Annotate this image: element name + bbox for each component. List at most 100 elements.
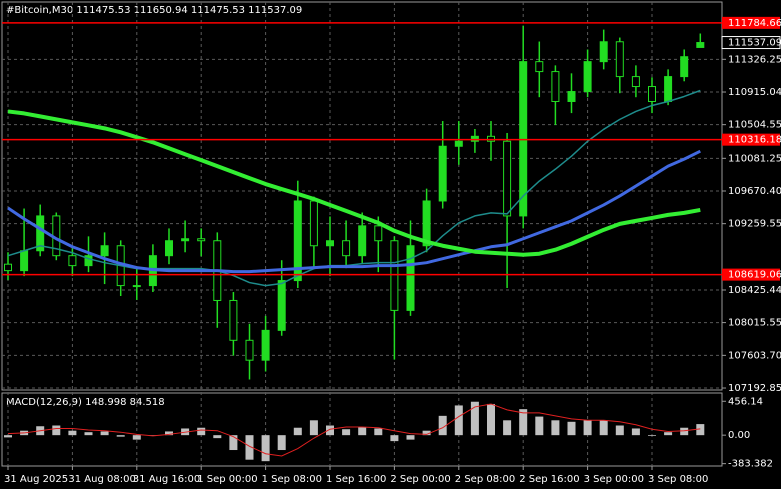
- macd-bar: [229, 435, 238, 451]
- macd-bar: [261, 435, 270, 462]
- candle-body: [615, 41, 624, 78]
- candle-body: [519, 61, 528, 217]
- candle-body: [342, 240, 351, 257]
- moving-average: [7, 149, 701, 274]
- level-label: 111784.66: [728, 18, 781, 29]
- x-tick-label: 31 Aug 2025: [4, 474, 68, 485]
- level-label: 108619.06: [728, 270, 781, 281]
- macd-bar: [696, 424, 705, 436]
- candle-body: [631, 76, 640, 88]
- x-tick-label: 1 Sep 08:00: [262, 474, 322, 485]
- macd-bar: [503, 420, 512, 436]
- x-tick-label: 3 Sep 00:00: [584, 474, 644, 485]
- candle-body: [422, 200, 431, 247]
- macd-bar: [519, 409, 528, 436]
- x-tick-label: 2 Sep 08:00: [455, 474, 515, 485]
- macd-bar: [422, 430, 431, 436]
- macd-bar: [84, 432, 93, 436]
- x-tick-label: 1 Sep 16:00: [326, 474, 386, 485]
- macd-bar: [680, 427, 689, 436]
- y-tick-label: 456.14: [728, 396, 763, 407]
- x-tick-label: 1 Sep 00:00: [197, 474, 257, 485]
- macd-bar: [197, 427, 206, 436]
- macd-bar: [342, 429, 351, 436]
- macd-signal: [7, 403, 701, 457]
- macd-panel-frame: [1, 392, 723, 467]
- macd-bar: [68, 430, 77, 436]
- candle-body: [4, 263, 12, 272]
- candle-body: [261, 329, 270, 361]
- y-tick-label: 110081.25: [728, 153, 781, 164]
- y-tick-label: 0.00: [728, 430, 750, 441]
- candle-body: [245, 339, 254, 361]
- macd-bar: [631, 428, 640, 436]
- y-tick-label: 109259.55: [728, 219, 781, 230]
- level-label-box: [722, 16, 780, 29]
- macd-bar: [551, 420, 560, 436]
- candle-body: [503, 140, 512, 217]
- y-tick-label: 108015.55: [728, 318, 781, 329]
- macd-bar: [567, 421, 576, 436]
- y-tick-label: 108425.44: [728, 285, 781, 296]
- candle-body: [20, 250, 29, 272]
- macd-bar: [648, 435, 656, 436]
- y-tick-label: -383.382: [728, 459, 773, 470]
- macd-title: MACD(12,26,9) 148.998 84.518: [6, 397, 165, 408]
- macd-bar: [599, 420, 608, 436]
- candle-body: [100, 245, 109, 257]
- candle-body: [326, 240, 334, 247]
- candle-body: [374, 225, 383, 242]
- candle-body: [277, 280, 286, 331]
- y-tick-label: 109670.40: [728, 186, 781, 197]
- macd-bar: [116, 435, 125, 437]
- macd-bar: [438, 415, 447, 436]
- candle-body: [648, 86, 656, 102]
- candle-body: [470, 135, 479, 142]
- candle-body: [664, 76, 673, 102]
- macd-bar: [535, 416, 544, 436]
- macd-bar: [277, 435, 286, 451]
- candle-body: [390, 240, 399, 311]
- x-tick-label: 31 Aug 16:00: [133, 474, 200, 485]
- main-panel-frame: [1, 1, 723, 391]
- candle-body: [680, 56, 689, 78]
- candle-body: [293, 200, 302, 282]
- macd-bar: [326, 425, 334, 436]
- candle-body: [229, 299, 238, 341]
- macd-bar: [100, 431, 109, 436]
- macd-bar: [374, 428, 383, 436]
- level-label-box: [722, 133, 780, 146]
- candle-body: [406, 245, 415, 311]
- y-tick-label: 107603.70: [728, 350, 781, 361]
- level-label-box: [722, 268, 780, 281]
- candle-body: [438, 145, 447, 202]
- macd-bar: [487, 403, 495, 436]
- price-label: 111537.09: [728, 38, 781, 49]
- macd-bar: [4, 435, 12, 438]
- candle-body: [454, 140, 463, 147]
- candle-body: [599, 41, 608, 63]
- macd-bar: [132, 435, 141, 440]
- candle-body: [132, 285, 141, 288]
- y-tick-label: 110915.04: [728, 87, 781, 98]
- candle-body: [487, 135, 495, 142]
- y-tick-label: 110504.55: [728, 120, 781, 131]
- candle-body: [358, 225, 367, 257]
- candle-body: [535, 61, 544, 73]
- moving-average: [7, 89, 701, 287]
- macd-bar: [358, 426, 367, 436]
- candle-body: [165, 240, 173, 257]
- macd-bar: [52, 425, 61, 436]
- candle-body: [84, 255, 93, 267]
- candle-body: [197, 238, 206, 242]
- macd-bar: [583, 420, 592, 436]
- x-tick-label: 31 Aug 08:00: [68, 474, 135, 485]
- macd-bar: [309, 420, 318, 436]
- macd-bar: [293, 427, 302, 436]
- y-tick-label: 111326.25: [728, 54, 781, 65]
- x-tick-label: 2 Sep 00:00: [390, 474, 450, 485]
- macd-bar: [470, 401, 479, 436]
- chart-title: #Bitcoin,M30 111475.53 111650.94 111475.…: [6, 5, 302, 16]
- macd-bar: [406, 435, 415, 440]
